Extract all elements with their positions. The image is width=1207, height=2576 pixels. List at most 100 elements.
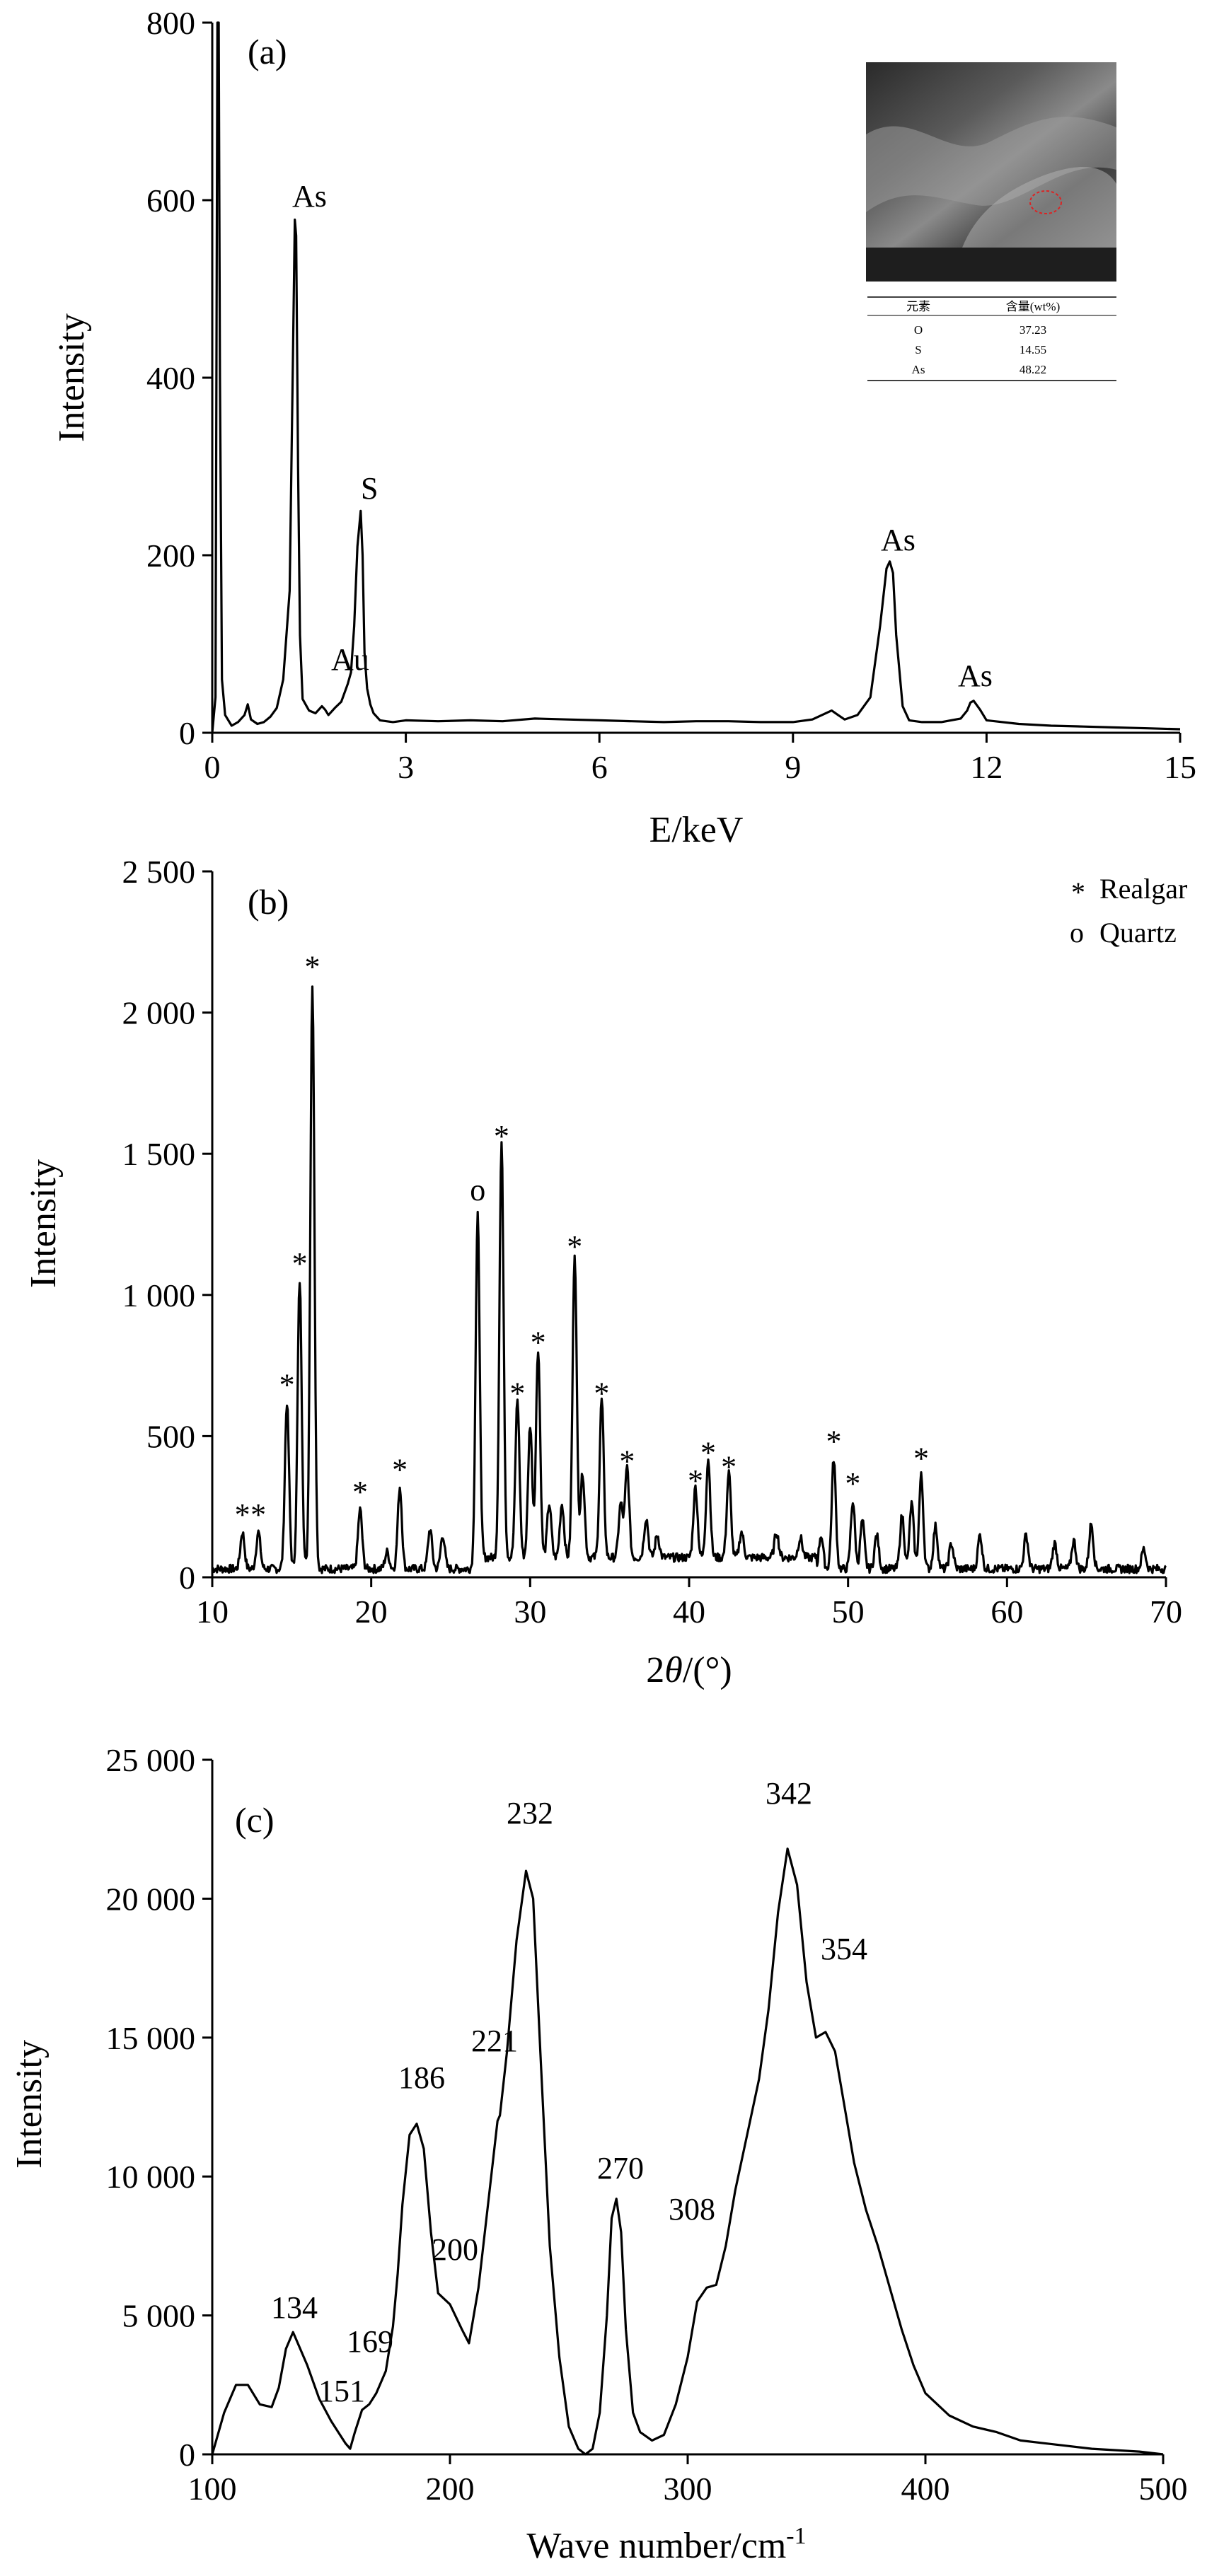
x-tick-label: 40 xyxy=(673,1594,705,1630)
panel-b-x-axis-title-theta: θ xyxy=(664,1650,683,1690)
legend-label-quartz: Quartz xyxy=(1099,917,1177,948)
panel-a-y-axis-title: Intensity xyxy=(52,313,92,442)
panel-c-peak-label: 354 xyxy=(821,1932,867,1966)
panel-c-peak-label: 270 xyxy=(597,2151,644,2186)
legend-label-realgar: Realgar xyxy=(1099,873,1187,905)
panel-c-raman-spectrum: 100 200 300 400 500 0 5 000 10 000 15 000 20 000 2… xyxy=(9,1742,1188,2566)
y-tick-label: 10 000 xyxy=(106,2159,196,2195)
y-tick-label: 15 000 xyxy=(106,2020,196,2056)
realgar-peak-marker: * xyxy=(235,1497,250,1532)
panel-b-label: (b) xyxy=(248,882,289,922)
y-tick-label: 0 xyxy=(179,715,195,751)
realgar-peak-marker: * xyxy=(721,1449,737,1484)
sem-info-bar xyxy=(866,248,1116,282)
panel-c-peak-label: 186 xyxy=(398,2060,445,2095)
x-tick-label: 20 xyxy=(355,1594,388,1630)
panel-c-peak-label: 308 xyxy=(669,2192,715,2227)
realgar-peak-marker: * xyxy=(845,1466,860,1501)
x-tick-label: 15 xyxy=(1164,749,1196,785)
y-tick-label: 0 xyxy=(179,1560,195,1596)
panel-a-x-axis-title: E/keV xyxy=(649,810,744,850)
y-tick-label: 20 000 xyxy=(106,1881,196,1917)
realgar-peak-marker: * xyxy=(494,1119,509,1154)
y-tick-label: 600 xyxy=(146,182,195,219)
x-tick-label: 3 xyxy=(398,749,414,785)
x-tick-label: 6 xyxy=(591,749,608,785)
y-tick-label: 500 xyxy=(146,1418,195,1454)
legend-marker-realgar: * xyxy=(1071,876,1085,908)
realgar-peak-marker: * xyxy=(352,1475,368,1509)
inset-table-header-element: 元素 xyxy=(906,300,930,313)
panel-c-peak-label: 134 xyxy=(271,2290,318,2325)
legend-marker-quartz: o xyxy=(1070,917,1084,948)
realgar-peak-marker: * xyxy=(531,1325,546,1360)
realgar-peak-marker: * xyxy=(279,1367,295,1402)
inset-table-header-content: 含量(wt%) xyxy=(1006,300,1060,313)
panel-a-spectrum-line xyxy=(211,21,1181,733)
panel-c-x-axis-title-main: Wave number/cm xyxy=(526,2526,786,2566)
x-tick-label: 60 xyxy=(991,1594,1023,1630)
panel-a-label: (a) xyxy=(248,32,287,71)
panel-b-x-axis-title-prefix: 2 xyxy=(646,1650,664,1690)
panel-c-peak-label: 232 xyxy=(507,1796,553,1831)
panel-a-peak-label-as-2: As xyxy=(881,523,916,557)
y-tick-label: 5 000 xyxy=(122,2298,196,2334)
realgar-peak-marker: * xyxy=(250,1497,266,1532)
realgar-peak-marker: * xyxy=(688,1463,703,1498)
panel-a-peak-label-au: Au xyxy=(331,642,369,677)
realgar-peak-marker: * xyxy=(509,1376,525,1410)
x-tick-label: 9 xyxy=(785,749,801,785)
realgar-peak-marker: * xyxy=(700,1435,716,1470)
y-tick-label: 400 xyxy=(146,360,195,396)
panel-c-peak-label: 221 xyxy=(471,2024,518,2058)
realgar-peak-marker: * xyxy=(913,1441,929,1475)
panel-b-y-axis-title: Intensity xyxy=(23,1159,64,1288)
realgar-peak-marker: * xyxy=(594,1376,609,1410)
inset-table-cell-element: S xyxy=(915,343,921,356)
panel-a-edx-spectrum: 0 3 6 9 12 15 0 200 400 600 800 (a) E/keV Intensit… xyxy=(52,5,1196,850)
realgar-peak-marker: * xyxy=(826,1424,841,1458)
sem-micrograph-ridge xyxy=(962,167,1116,248)
sem-inset: 元素 含量(wt%) O 37.23 S 14.55 As 48.22 xyxy=(865,61,1118,383)
inset-table-cell-value: 48.22 xyxy=(1020,363,1046,376)
y-tick-label: 1 500 xyxy=(122,1136,196,1172)
quartz-peak-marker: o xyxy=(470,1173,485,1207)
panel-b-peak-markers: * ******o******** **** xyxy=(235,950,929,1532)
panel-b-x-axis-title-suffix: /(°) xyxy=(683,1650,732,1690)
panel-c-peak-label: 169 xyxy=(347,2324,393,2359)
panel-b-ticks: 10 20 30 40 50 60 70 0 500 1 000 1 500 2 000 2 500 xyxy=(122,854,1183,1630)
x-tick-label: 10 xyxy=(196,1594,229,1630)
panel-c-ticks: 100 200 300 400 500 0 5 000 10 000 15 000 20 000 2… xyxy=(106,1742,1188,2507)
panel-c-label: (c) xyxy=(235,1800,275,1840)
panel-a-peak-label-as-3: As xyxy=(958,658,993,693)
y-tick-label: 200 xyxy=(146,538,195,574)
panel-c-x-axis-title-superscript: -1 xyxy=(786,2523,806,2549)
panel-a-ticks: 0 3 6 9 12 15 0 200 400 600 800 xyxy=(146,5,1196,785)
x-tick-label: 400 xyxy=(901,2471,950,2507)
realgar-peak-marker: * xyxy=(392,1452,408,1487)
x-tick-label: 100 xyxy=(188,2471,237,2507)
inset-table-cell-value: 14.55 xyxy=(1020,343,1046,356)
y-tick-label: 2 000 xyxy=(122,995,196,1031)
panel-b-diffraction-line xyxy=(212,985,1167,1574)
sem-analysis-spot-marker xyxy=(1029,190,1062,214)
panel-b-legend: * Realgar o Quartz xyxy=(1070,873,1187,948)
y-tick-label: 2 500 xyxy=(122,854,196,890)
realgar-peak-marker: * xyxy=(567,1229,582,1264)
x-tick-label: 50 xyxy=(832,1594,865,1630)
x-tick-label: 12 xyxy=(970,749,1003,785)
panel-c-peak-label: 200 xyxy=(432,2232,478,2267)
panel-a-peak-label-s: S xyxy=(361,471,378,506)
x-tick-label: 0 xyxy=(204,749,221,785)
sem-micrograph-texture xyxy=(866,117,1116,212)
x-tick-label: 500 xyxy=(1139,2471,1188,2507)
y-tick-label: 25 000 xyxy=(106,1742,196,1778)
y-tick-label: 0 xyxy=(179,2437,195,2473)
panel-c-raman-line xyxy=(211,1847,1164,2456)
inset-table-cell-element: As xyxy=(912,363,925,376)
realgar-peak-marker: * xyxy=(619,1444,635,1478)
realgar-peak-marker: * xyxy=(305,950,320,985)
x-tick-label: 300 xyxy=(664,2471,712,2507)
realgar-peak-marker: * xyxy=(292,1246,308,1281)
